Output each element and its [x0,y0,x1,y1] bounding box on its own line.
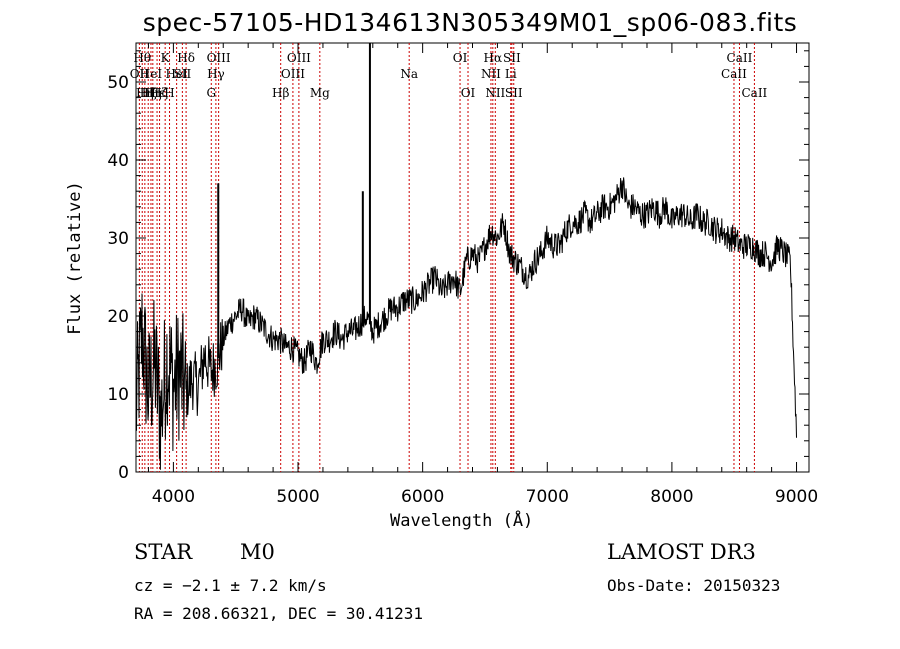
line-marker-label: Hγ [207,67,225,81]
line-marker-label: Hε [149,86,166,100]
line-marker-label: G [206,86,216,100]
survey-label: LAMOST DR3 [607,540,756,564]
object-subclass: M0 [240,540,275,564]
axis-ticks: 4000 5000 6000 7000 8000 9000 0 10 20 30 40 50 [107,43,818,507]
x-tick-label: 8000 [650,487,693,507]
x-tick-label: 6000 [401,487,444,507]
y-tick-label: 50 [107,73,129,93]
line-marker-label: Hα [484,51,503,65]
spectrum-line [135,177,797,470]
line-marker-label: OIII [207,51,231,65]
y-tick-label: 0 [118,463,129,483]
line-marker-label: Hη [144,86,162,100]
obs-date: Obs-Date: 20150323 [607,576,781,595]
line-marker-label: CaII [727,51,753,65]
line-marker-label: CaII [741,86,767,100]
line-marker-label: OI [453,51,468,65]
line-marker-label: Hθ [133,51,151,65]
line-marker-label: Hζ [151,86,168,100]
line-markers [138,43,755,472]
line-marker-label: NII [485,86,505,100]
line-marker-label: H [164,86,174,100]
line-marker-label: Hβ [272,86,289,100]
line-marker-label: Hδ [177,51,195,65]
y-tick-label: 40 [107,151,129,171]
line-marker-label: Li [505,67,517,81]
marker-labels: OIIHθHηHζHeIHηHεHζKHHeISIIHδGHγOIIIHβOII… [130,51,768,100]
line-marker-label: CaII [721,67,747,81]
line-marker-label: NII [481,67,501,81]
line-marker-label: Hζ [140,86,157,100]
line-marker-label: SII [505,86,523,100]
line-marker-label: K [161,51,171,65]
x-tick-label: 7000 [526,487,569,507]
series-layer [135,43,797,470]
plot-frame [135,42,810,473]
y-tick-label: 20 [107,307,129,327]
y-tick-label: 10 [107,385,129,405]
line-marker-label: Hη [136,86,154,100]
line-marker-label: OII [130,67,150,81]
object-class: STAR [134,540,193,564]
line-marker-label: HeI [140,67,163,81]
y-tick-label: 30 [107,229,129,249]
chart-title: spec-57105-HD134613N305349M01_sp06-083.f… [142,8,798,37]
x-tick-label: 9000 [775,487,818,507]
x-tick-label: 5000 [276,487,319,507]
line-marker-label: Na [400,67,418,81]
line-marker-label: OIII [281,67,305,81]
redshift-text: cz = −2.1 ± 7.2 km/s [134,576,327,595]
line-marker-label: OIII [287,51,311,65]
line-marker-label: SII [503,51,521,65]
y-axis-label: Flux (relative) [65,181,85,335]
coordinates-text: RA = 208.66321, DEC = 30.41231 [134,604,423,623]
line-marker-label: HeI [165,67,188,81]
x-axis-label: Wavelength (Å) [390,511,534,531]
line-marker-label: SII [174,67,192,81]
line-marker-label: OI [461,86,476,100]
x-tick-label: 4000 [152,487,195,507]
line-marker-label: Mg [310,86,330,100]
